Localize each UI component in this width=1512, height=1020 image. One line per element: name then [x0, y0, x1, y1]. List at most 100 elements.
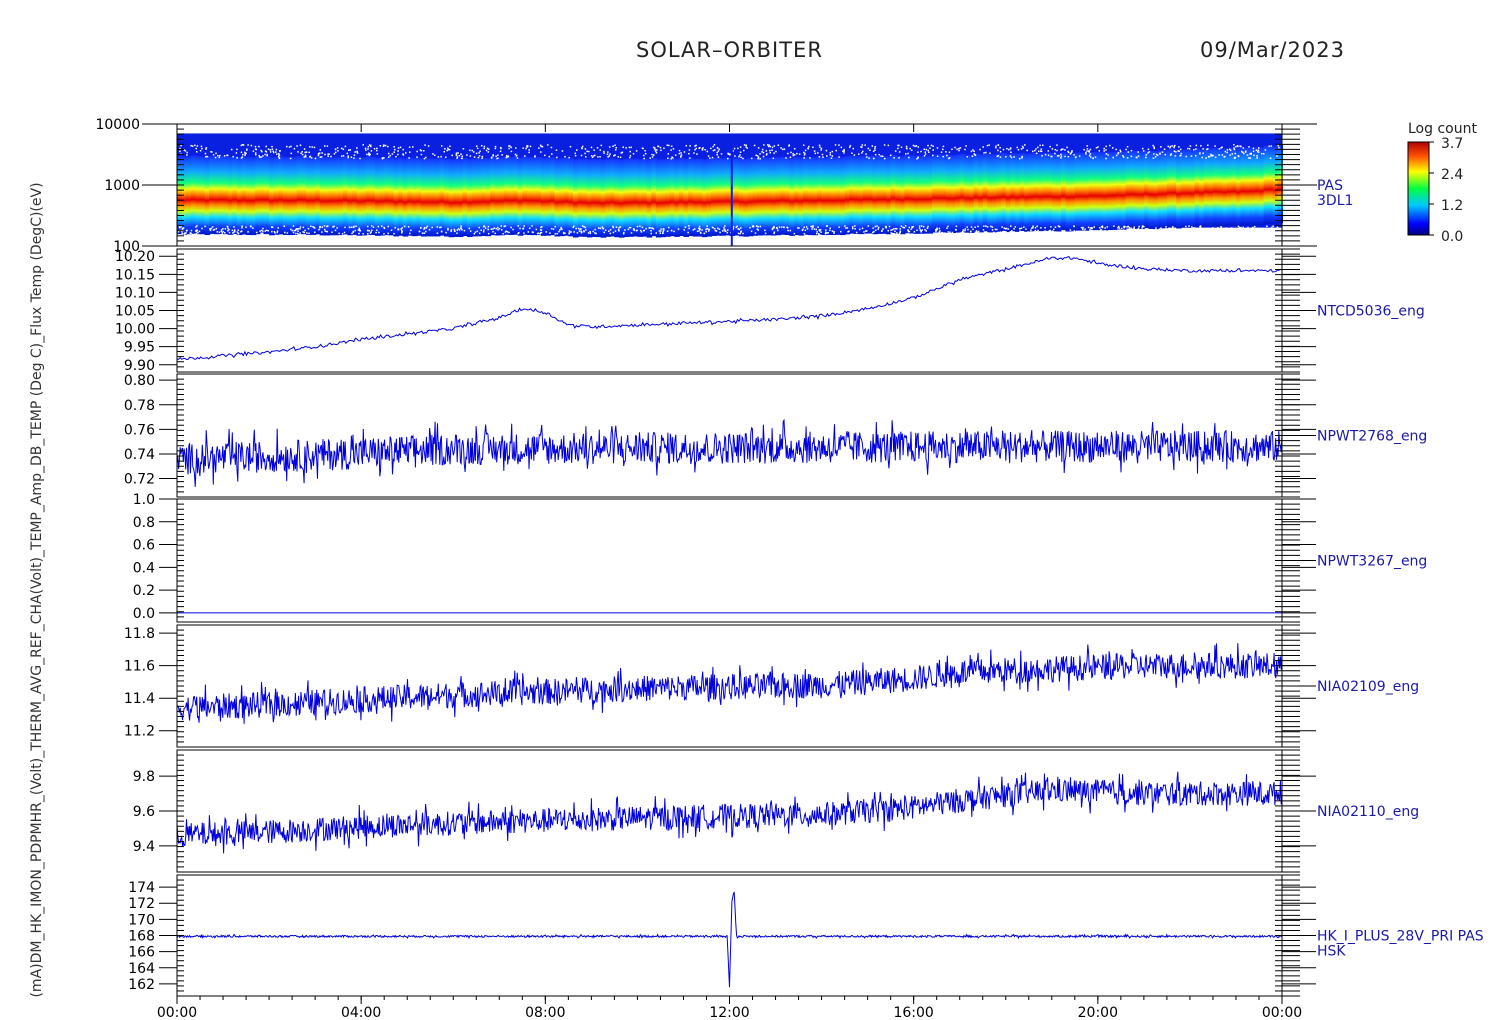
heatmap-column [278, 156, 284, 235]
heatmap-speckle [894, 227, 897, 230]
heatmap-speckle [618, 230, 620, 232]
heatmap-column [1102, 152, 1109, 231]
heatmap-column [1171, 149, 1178, 228]
heatmap-speckle [331, 231, 333, 233]
heatmap-speckle [484, 227, 487, 229]
heatmap-speckle [1127, 151, 1130, 153]
heatmap-speckle [254, 152, 257, 154]
heatmap-speckle [1101, 225, 1104, 227]
heatmap-speckle [496, 157, 498, 160]
heatmap-speckle [1105, 145, 1107, 148]
heatmap-speckle [1224, 155, 1226, 158]
heatmap-speckle [1044, 230, 1046, 232]
heatmap-speckle [378, 231, 380, 234]
heatmap-speckle [472, 151, 475, 153]
heatmap-speckle [1229, 154, 1231, 156]
heatmap-speckle [487, 232, 490, 235]
heatmap-speckle [1054, 148, 1056, 151]
heatmap-speckle [241, 156, 244, 158]
heatmap-speckle [749, 226, 751, 229]
heatmap-speckle [1253, 154, 1255, 157]
heatmap-speckle [745, 146, 747, 148]
heatmap-speckle [327, 225, 329, 227]
heatmap-column [517, 157, 524, 236]
heatmap-speckle [1138, 225, 1140, 228]
heatmap-speckle [236, 148, 238, 151]
heatmap-speckle [180, 225, 182, 228]
heatmap-speckle [247, 231, 249, 233]
heatmap-speckle [401, 229, 403, 232]
heatmap-column [1084, 152, 1090, 231]
heatmap-speckle [887, 229, 889, 232]
heatmap-speckle [745, 144, 747, 147]
heatmap-speckle [591, 156, 594, 159]
heatmap-speckle [501, 154, 503, 156]
heatmap-speckle [440, 145, 443, 147]
heatmap-column [1212, 147, 1219, 226]
heatmap-speckle [260, 149, 262, 152]
heatmap-speckle [241, 153, 244, 156]
heatmap-speckle [592, 155, 595, 157]
heatmap-speckle [922, 225, 925, 228]
heatmap-speckle [781, 148, 784, 151]
heatmap-column [853, 155, 860, 234]
heatmap-speckle [1135, 231, 1138, 234]
heatmap-speckle [446, 149, 448, 152]
heatmap-speckle [628, 226, 631, 229]
heatmap-speckle [1052, 228, 1055, 231]
heatmap-column [614, 159, 620, 238]
heatmap-speckle [1210, 232, 1212, 234]
heatmap-speckle [1171, 232, 1174, 234]
heatmap-speckle [504, 231, 507, 233]
heatmap-speckle [1261, 152, 1263, 155]
heatmap-column [411, 158, 418, 237]
heatmap-speckle [353, 226, 355, 229]
heatmap-speckle [215, 227, 218, 230]
heatmap-speckle [419, 149, 422, 151]
heatmap-speckle [660, 230, 662, 232]
heatmap-speckle [1193, 148, 1195, 151]
heatmap-column [830, 157, 837, 236]
heatmap-speckle [724, 225, 726, 227]
heatmap-speckle [241, 144, 244, 146]
heatmap-speckle [267, 148, 270, 150]
heatmap-speckle [617, 228, 620, 231]
heatmap-speckle [403, 225, 406, 228]
heatmap-speckle [353, 157, 355, 159]
heatmap-speckle [242, 144, 245, 146]
heatmap-speckle [231, 229, 234, 232]
heatmap-speckle [1057, 225, 1060, 227]
heatmap-column [996, 153, 1003, 232]
heatmap-speckle [383, 233, 385, 235]
heatmap-column [549, 157, 556, 236]
heatmap-speckle [802, 228, 804, 231]
heatmap-speckle [890, 232, 892, 234]
heatmap-speckle [293, 229, 296, 232]
heatmap-speckle [1277, 227, 1279, 229]
heatmap-speckle [1210, 155, 1212, 157]
heatmap-speckle [1207, 144, 1209, 147]
heatmap-speckle [768, 144, 771, 146]
heatmap-speckle [874, 225, 877, 228]
heatmap-speckle [1247, 226, 1249, 229]
heatmap-speckle [629, 226, 632, 229]
heatmap-speckle [379, 145, 382, 147]
heatmap-speckle [843, 148, 845, 151]
heatmap-speckle [1153, 153, 1155, 155]
heatmap-speckle [633, 229, 636, 231]
heatmap-speckle [1113, 232, 1115, 235]
heatmap-speckle [642, 147, 644, 150]
heatmap-column [665, 158, 671, 237]
heatmap-speckle [416, 150, 418, 153]
heatmap-speckle [347, 156, 349, 159]
heatmap-speckle [343, 231, 346, 234]
heatmap-speckle [490, 157, 493, 159]
heatmap-speckle [991, 226, 994, 228]
heatmap-speckle [445, 156, 447, 158]
heatmap-speckle [849, 144, 852, 147]
heatmap-speckle [831, 150, 834, 153]
heatmap-speckle [232, 231, 235, 234]
heatmap-speckle [614, 154, 616, 156]
heatmap-column [660, 159, 667, 238]
heatmap-speckle [1105, 149, 1107, 151]
